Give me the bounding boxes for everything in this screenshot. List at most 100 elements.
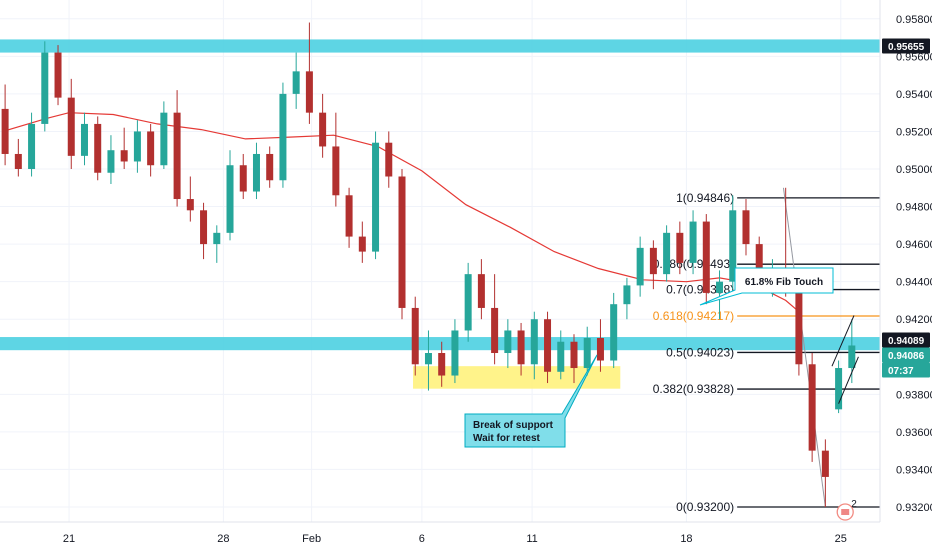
candle-body <box>279 93 287 181</box>
candle <box>133 120 141 173</box>
price-tag: 0.95655 <box>882 38 930 54</box>
candle <box>292 52 300 109</box>
fib-touch-callout-box <box>699 267 834 306</box>
candle-body <box>570 341 578 369</box>
break-support-callout[interactable]: Break of support Wait for retest <box>464 354 598 448</box>
candle <box>477 259 485 320</box>
candle-body <box>610 304 618 361</box>
candle <box>808 353 816 462</box>
candle-body <box>477 274 485 308</box>
support-zone[interactable] <box>0 337 880 351</box>
candle-body <box>54 52 62 98</box>
economic-event-marker[interactable]: 2 <box>836 499 857 521</box>
break-support-callout-line-2: Wait for retest <box>473 433 541 444</box>
fib-level-label: 0.618(0.94217) <box>653 309 734 323</box>
candle-body <box>120 150 128 162</box>
candle <box>94 116 102 181</box>
candle <box>160 101 168 169</box>
candle <box>491 274 499 365</box>
price-tag: 0.94086 <box>882 347 930 363</box>
callouts: 61.8% Fib Touch Break of support Wait fo… <box>464 267 834 448</box>
price-tag-label: 0.95655 <box>888 42 925 53</box>
price-axis[interactable]: 0.95800 0.95600 0.95400 0.95200 0.95000 0.948… <box>879 0 932 522</box>
candle <box>835 360 843 414</box>
candle <box>252 142 260 200</box>
candle <box>570 334 578 384</box>
drawings-layer <box>831 315 859 404</box>
candle <box>663 225 671 282</box>
candle-body <box>583 337 591 369</box>
time-tick-label: Feb <box>302 533 321 545</box>
price-tick-label: 0.93800 <box>896 389 932 401</box>
economic-event-count: 2 <box>851 499 857 510</box>
candle <box>279 82 287 188</box>
candle-body <box>266 153 274 181</box>
candle-body <box>292 71 300 94</box>
candle-body <box>729 210 737 282</box>
candle-body <box>107 150 115 173</box>
candle <box>438 341 446 387</box>
fib-touch-callout[interactable]: 61.8% Fib Touch <box>699 267 834 306</box>
price-tick-label: 0.94600 <box>896 239 932 251</box>
candle <box>213 225 221 263</box>
break-support-callout-box <box>464 354 598 448</box>
candle-body <box>438 353 446 376</box>
time-tick-label: 28 <box>217 533 229 545</box>
candle <box>266 146 274 188</box>
candle <box>41 41 49 132</box>
candle <box>319 93 327 158</box>
candle-body <box>517 330 525 365</box>
time-tick-label: 6 <box>419 533 425 545</box>
candle-body <box>226 165 234 233</box>
candle-body <box>702 221 710 293</box>
price-tag-label: 0.94089 <box>888 336 925 347</box>
candle-body <box>504 330 512 354</box>
fib-level-label: 0.5(0.94023) <box>666 345 734 359</box>
candle-body <box>305 71 313 113</box>
candle-body <box>186 199 194 211</box>
candle-body <box>319 112 327 147</box>
candle-body <box>755 244 763 278</box>
time-tick-label: 11 <box>526 533 537 545</box>
candle <box>583 326 591 376</box>
candle <box>147 123 155 177</box>
candle <box>411 296 419 376</box>
candle-body <box>530 319 538 365</box>
candle-body <box>411 307 419 365</box>
candle-body <box>358 236 366 252</box>
fib-touch-callout-text: 61.8% Fib Touch <box>745 277 823 288</box>
candle-body <box>663 232 671 275</box>
price-tag-background <box>882 362 930 378</box>
base-zone[interactable] <box>413 366 621 389</box>
candle <box>742 199 750 256</box>
candle <box>173 90 181 207</box>
candle-body <box>94 123 102 173</box>
wedge-lower-line[interactable] <box>838 356 859 404</box>
candle <box>716 270 724 320</box>
wedge-upper-line[interactable] <box>831 315 855 367</box>
time-axis-background <box>0 522 932 550</box>
fib-level-label: 1(0.94846) <box>676 191 734 205</box>
candle-body <box>464 274 472 331</box>
price-tick-label: 0.93600 <box>896 427 932 439</box>
price-tick-label: 0.95400 <box>896 89 932 101</box>
candle <box>636 236 644 297</box>
candle <box>676 221 684 275</box>
candle <box>107 135 115 185</box>
candle-body <box>557 341 565 372</box>
price-tag: 07:37 <box>882 362 930 378</box>
time-tick-label: 21 <box>63 533 75 545</box>
candle-body <box>252 153 260 192</box>
candle-body <box>200 210 208 245</box>
candle <box>702 214 710 305</box>
resistance-zone[interactable] <box>0 39 880 53</box>
time-axis[interactable]: 21 28 Feb 6 11 18 25 <box>0 521 932 550</box>
candle-body <box>676 232 684 263</box>
price-axis-background <box>880 0 932 522</box>
candle-body <box>596 337 604 361</box>
candle-body <box>848 345 856 369</box>
price-tick-label: 0.94800 <box>896 202 932 214</box>
candle <box>54 45 62 106</box>
candle <box>120 127 128 169</box>
candle-body <box>1 108 9 154</box>
